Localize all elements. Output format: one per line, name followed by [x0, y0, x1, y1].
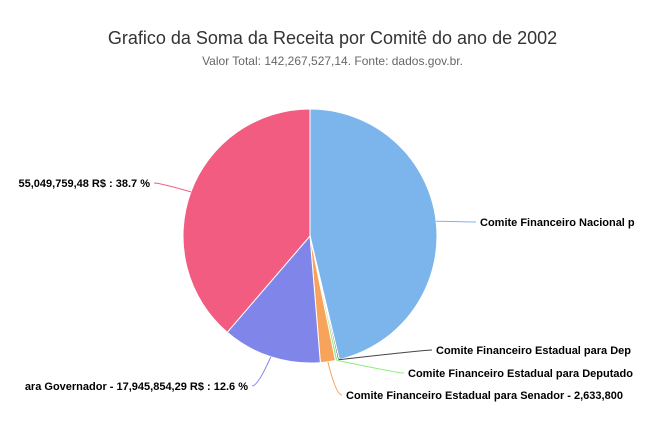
data-label-connector	[336, 359, 405, 374]
data-label: ara Governador - 17,945,854,29 R$ : 12.6…	[25, 381, 248, 393]
pie-slice[interactable]	[182, 108, 311, 334]
data-label: Comite Financeiro Estadual para Dep	[436, 345, 631, 357]
data-label-connector	[436, 220, 477, 223]
data-label: 55,049,759,48 R$ : 38.7 %	[19, 178, 151, 190]
chart-subtitle: Valor Total: 142,267,527,14. Fonte: dado…	[202, 54, 463, 68]
data-label-connector	[251, 356, 272, 387]
pie-slice[interactable]	[226, 234, 321, 364]
data-label-connector	[153, 182, 192, 193]
data-label: Comite Financeiro Nacional p	[480, 217, 635, 229]
data-label-connector	[327, 361, 343, 396]
data-label: Comite Financeiro Estadual para Senador …	[346, 390, 623, 402]
chart-title: Grafico da Soma da Receita por Comitê do…	[107, 28, 558, 48]
data-label-connector	[338, 349, 433, 361]
data-label: Comite Financeiro Estadual para Deputado	[408, 368, 633, 380]
